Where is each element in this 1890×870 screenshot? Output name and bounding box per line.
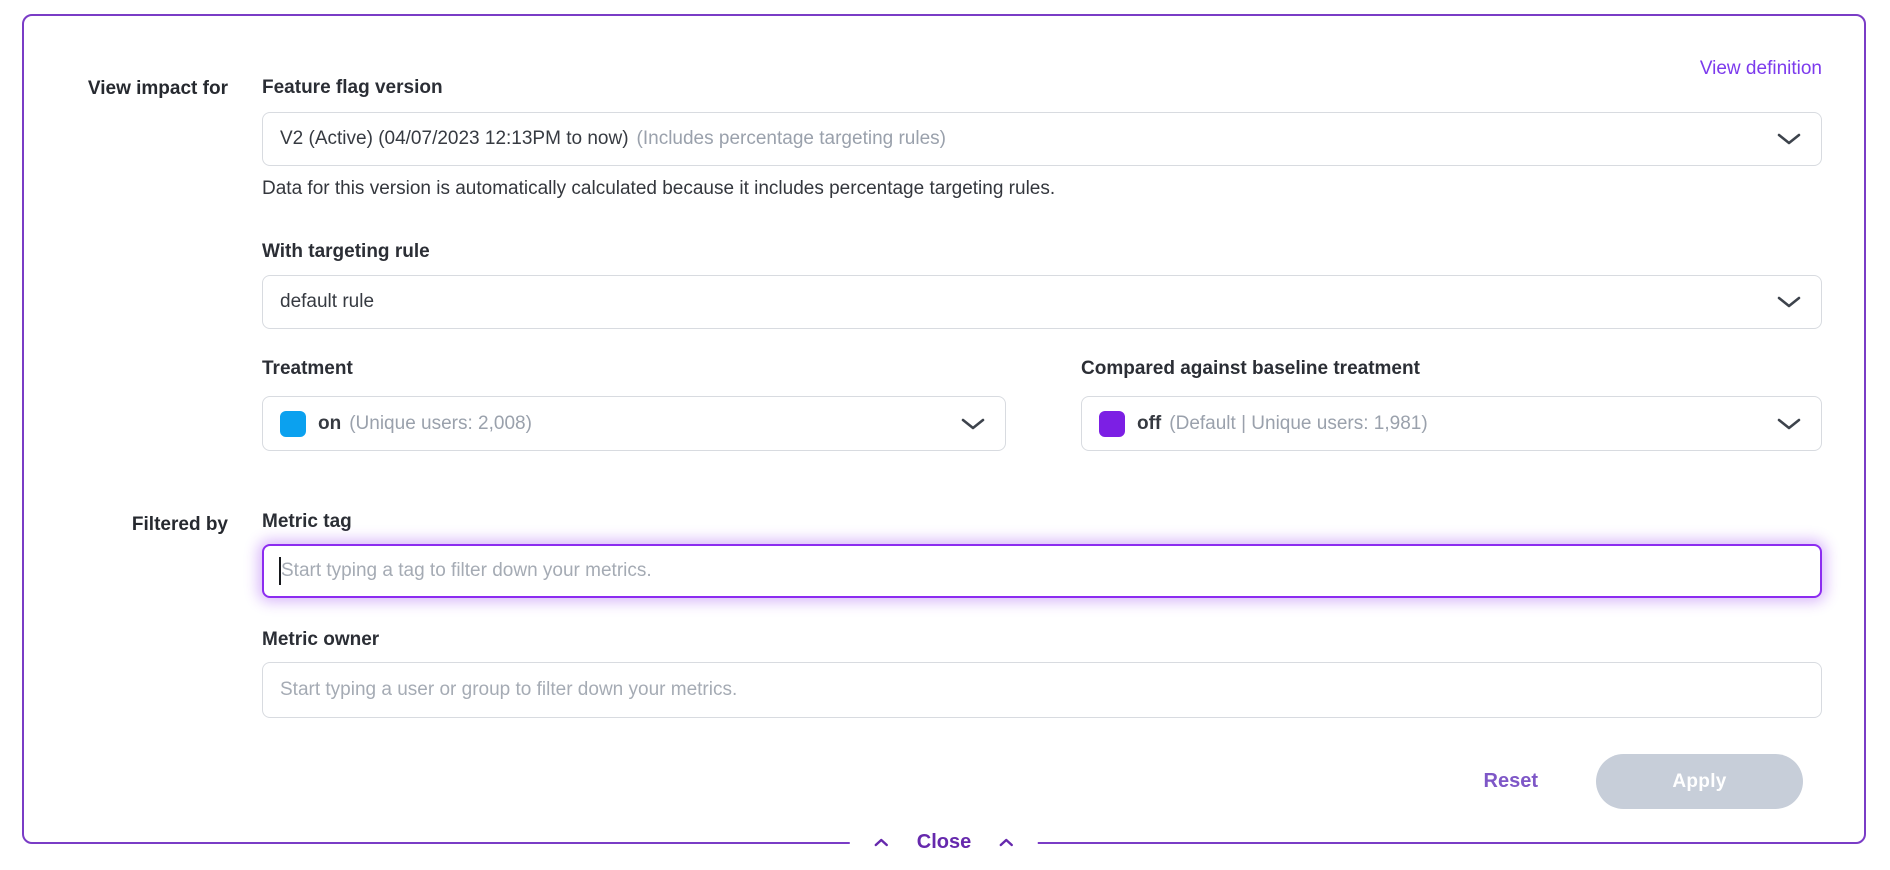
chevron-down-icon xyxy=(961,418,985,429)
section-label-view-impact: View impact for xyxy=(87,78,228,99)
chevron-up-icon xyxy=(874,838,888,846)
metric-tag-input[interactable] xyxy=(262,544,1822,598)
feature-flag-version-label: Feature flag version xyxy=(262,77,443,98)
treatment-select[interactable]: on (Unique users: 2,008) xyxy=(262,396,1006,451)
baseline-color-swatch xyxy=(1099,410,1125,437)
metric-owner-input[interactable] xyxy=(262,662,1822,718)
feature-flag-version-value: V2 (Active) (04/07/2023 12:13PM to now) xyxy=(280,128,629,149)
treatment-label: Treatment xyxy=(262,358,353,379)
targeting-rule-select[interactable]: default rule xyxy=(262,275,1822,329)
version-helper-text: Data for this version is automatically c… xyxy=(262,178,1056,199)
chevron-down-icon xyxy=(1777,133,1801,145)
targeting-rule-label: With targeting rule xyxy=(262,241,430,262)
treatment-value: on xyxy=(318,412,342,434)
chevron-down-icon xyxy=(1777,418,1801,429)
close-label: Close xyxy=(916,830,972,853)
apply-button[interactable]: Apply xyxy=(1596,754,1803,809)
chevron-up-icon xyxy=(1000,838,1014,846)
baseline-treatment-select[interactable]: off (Default | Unique users: 1,981) xyxy=(1081,396,1822,451)
feature-flag-version-note: (Includes percentage targeting rules) xyxy=(636,128,946,149)
text-caret xyxy=(279,557,281,585)
metric-owner-label: Metric owner xyxy=(262,629,380,650)
section-label-filtered-by: Filtered by xyxy=(131,514,228,535)
chevron-down-icon xyxy=(1777,296,1801,308)
baseline-treatment-note: (Default | Unique users: 1,981) xyxy=(1169,412,1428,434)
baseline-treatment-label: Compared against baseline treatment xyxy=(1081,358,1420,379)
actions-row: Reset Apply xyxy=(1484,754,1803,809)
treatment-color-swatch xyxy=(280,410,306,437)
targeting-rule-value: default rule xyxy=(280,291,375,312)
reset-button[interactable]: Reset xyxy=(1483,770,1538,792)
close-panel-button[interactable]: Close xyxy=(849,827,1039,857)
baseline-treatment-value: off xyxy=(1137,412,1162,434)
feature-flag-version-select[interactable]: V2 (Active) (04/07/2023 12:13PM to now) … xyxy=(262,112,1822,166)
metric-tag-label: Metric tag xyxy=(262,511,352,532)
view-impact-filter-panel: View definition View impact for Feature … xyxy=(22,14,1866,857)
treatment-note: (Unique users: 2,008) xyxy=(349,412,532,434)
view-definition-link[interactable]: View definition xyxy=(1699,58,1822,79)
